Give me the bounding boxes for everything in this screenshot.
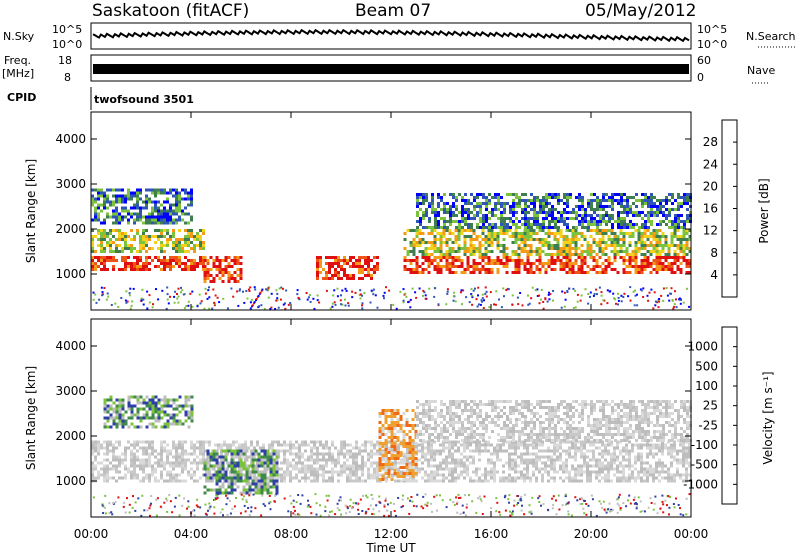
data-band-4 [316, 256, 379, 280]
cpid-value: twofsound 3501 [94, 93, 194, 106]
data-band-1 [103, 395, 194, 429]
y-tick-label-2: 3000 [55, 177, 86, 191]
x-tick-label-0: 00:00 [74, 527, 109, 541]
x-tick-label-2: 08:00 [274, 527, 309, 541]
station-title: Saskatoon (fitACF) [92, 1, 249, 21]
data-band-7 [416, 193, 692, 229]
freq-unit-label: [MHz] [2, 67, 34, 80]
freq-tick-high: 18 [58, 54, 72, 67]
y-tick-label-0: 1000 [55, 267, 86, 281]
freq-label: Freq. [4, 54, 31, 67]
colorbar-tick-label-4: -25 [698, 418, 718, 432]
noise-line [92, 28, 690, 43]
power-panel: 1000 2000 3000 4000 Slant Range [km] 28 24 20… [24, 111, 771, 311]
nsky-tick-low: 10^0 [52, 38, 82, 51]
colorbar-tick-label-7: -1000 [683, 477, 718, 491]
velocity-colorbar: 1000 500 100 25 -25 -100 -500 -1000 [683, 326, 738, 505]
y-tick-label-2: 3000 [55, 384, 86, 398]
nsearch-tick-high: 10^5 [697, 23, 727, 36]
data-band-2 [203, 449, 279, 495]
noise-panel: N.Sky 10^5 10^0 10^5 10^0 N.Search [3, 22, 796, 51]
velocity-ylabel: Slant Range [km] [24, 366, 38, 470]
nave-tick-low: 0 [697, 71, 704, 84]
cpid-label: CPID [7, 91, 36, 104]
data-band-2 [91, 188, 193, 225]
data-band-1 [91, 229, 205, 253]
power-colorbar: 28 24 20 16 12 8 4 [703, 119, 738, 298]
colorbar-tick-label-3: 25 [703, 399, 718, 413]
x-tick-label-4: 16:00 [474, 527, 509, 541]
colorbar-tick-label-6: -500 [691, 458, 718, 472]
time-xlabel: Time UT [365, 541, 416, 554]
colorbar-tick-label-1: 24 [703, 157, 718, 171]
nsky-tick-high: 10^5 [52, 23, 82, 36]
data-band-3 [378, 409, 418, 481]
colorbar-tick-label-0: 1000 [687, 340, 718, 354]
y-tick-label-3: 4000 [55, 339, 86, 353]
data-band-0 [91, 440, 691, 483]
nave-label: Nave [747, 64, 775, 77]
colorbar-tick-label-6: 4 [710, 268, 718, 282]
freq-frame [90, 54, 692, 82]
nsky-label: N.Sky [3, 30, 35, 43]
freq-series-band [93, 64, 689, 74]
y-tick-label-1: 2000 [55, 429, 86, 443]
x-tick-label-5: 20:00 [574, 527, 609, 541]
near-range-speckle [92, 286, 691, 310]
colorbar-tick-label-2: 100 [695, 379, 718, 393]
x-tick-label-6: 00:00 [674, 527, 709, 541]
power-ylabel: Slant Range [km] [24, 159, 38, 263]
nsearch-tick-low: 10^0 [697, 38, 727, 51]
x-tick-label-1: 04:00 [174, 527, 209, 541]
data-band-5 [403, 256, 692, 274]
power-colorbar-label: Power [dB] [757, 178, 771, 243]
date-title: 05/May/2012 [585, 1, 697, 21]
velocity-colorbar-label: Velocity [m s⁻¹] [761, 371, 775, 464]
velocity-panel: 1000 2000 3000 4000 00:00 04:00 08:00 12:00 16:0… [24, 318, 775, 554]
near-range-speckle [92, 493, 691, 517]
data-band-4 [416, 400, 692, 442]
data-band-0 [91, 256, 205, 271]
x-tick-label-3: 12:00 [374, 527, 409, 541]
data-band-6 [403, 229, 692, 256]
y-tick-label-1: 2000 [55, 222, 86, 236]
colorbar-tick-label-2: 20 [703, 179, 718, 193]
noise-frame [90, 22, 692, 50]
y-tick-label-3: 4000 [55, 132, 86, 146]
beam-title: Beam 07 [355, 1, 431, 21]
nsearch-label: N.Search [746, 30, 796, 43]
colorbar-tick-label-4: 12 [703, 224, 718, 238]
freq-panel: Freq. [MHz] 18 8 60 0 Nave [2, 54, 775, 84]
freq-tick-low: 8 [64, 71, 71, 84]
colorbar-frame [721, 326, 738, 505]
data-band-3 [203, 256, 243, 283]
colorbar-tick-label-5: 8 [710, 246, 718, 260]
colorbar-tick-label-5: -100 [691, 438, 718, 452]
cpid-panel: CPID twofsound 3501 [7, 87, 194, 110]
nave-tick-high: 60 [697, 54, 711, 67]
colorbar-tick-label-0: 28 [703, 135, 718, 149]
y-tick-label-0: 1000 [55, 474, 86, 488]
colorbar-tick-label-1: 500 [695, 359, 718, 373]
noise-series [92, 28, 690, 43]
colorbar-tick-label-3: 16 [703, 202, 718, 216]
